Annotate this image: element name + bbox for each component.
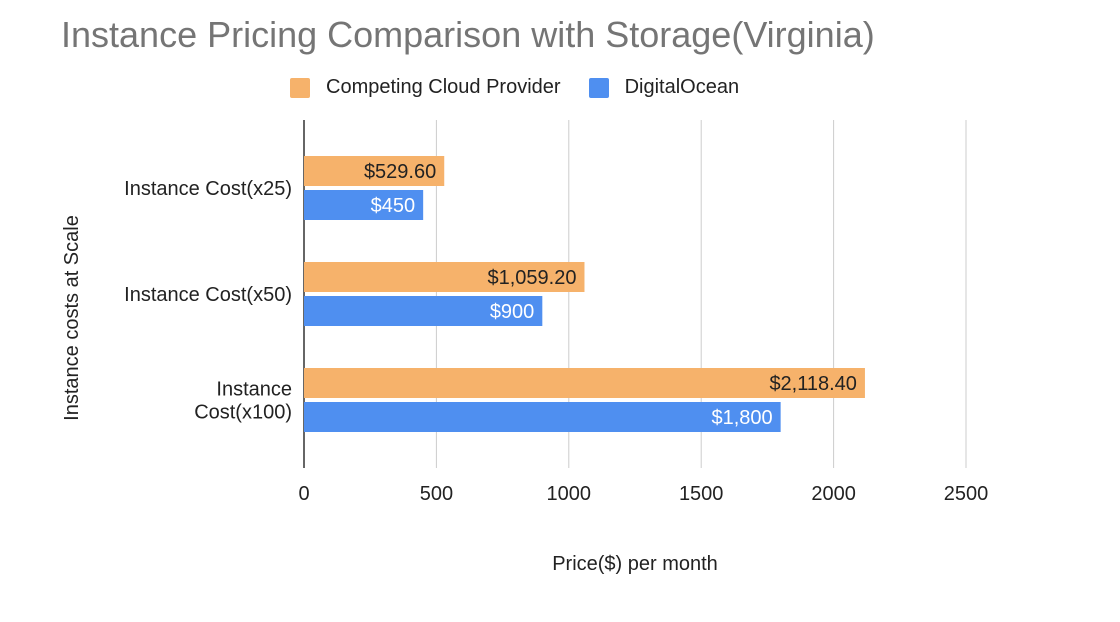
category-label-line: Instance Cost(x50)	[124, 284, 292, 306]
category-label-line: Instance Cost(x25)	[124, 178, 292, 200]
legend-swatch-digitalocean	[588, 77, 609, 98]
x-tick-label-2500: 2500	[944, 483, 989, 505]
legend-item-competing: Competing Cloud Provider	[290, 76, 561, 99]
category-label-2: Instance Cost(x100)	[194, 379, 292, 424]
category-label-line: Cost(x100)	[194, 402, 292, 424]
bar-digitalocean-1	[304, 296, 543, 326]
bar-competing-0	[304, 156, 445, 186]
category-label-0: Instance Cost(x25)	[124, 178, 292, 200]
legend-item-digitalocean: DigitalOcean	[588, 76, 740, 99]
x-tick-label-2000: 2000	[811, 483, 856, 505]
x-tick-label-1500: 1500	[679, 483, 724, 505]
data-label-digitalocean-0: $450	[371, 195, 416, 217]
x-tick-label-1000: 1000	[547, 483, 592, 505]
bar-competing-1	[304, 262, 585, 292]
legend-label-digitalocean: DigitalOcean	[624, 76, 740, 98]
data-label-digitalocean-1: $900	[490, 301, 535, 323]
bar-competing-2	[304, 368, 865, 398]
data-label-competing-1: $1,059.20	[487, 267, 576, 289]
x-tick-label-0: 0	[298, 483, 309, 505]
data-label-digitalocean-2: $1,800	[711, 407, 772, 429]
y-axis-title: Instance costs at Scale	[61, 215, 83, 421]
chart-title: Instance Pricing Comparison with Storage…	[61, 14, 875, 55]
data-label-competing-2: $2,118.40	[769, 373, 857, 395]
data-label-competing-0: $529.60	[364, 161, 436, 183]
legend-swatch-competing	[290, 77, 310, 98]
category-label-1: Instance Cost(x50)	[124, 284, 292, 306]
legend: Competing Cloud Provider DigitalOcean	[290, 76, 767, 99]
x-tick-label-500: 500	[420, 483, 453, 505]
bar-digitalocean-0	[304, 190, 424, 220]
category-label-line: Instance	[216, 379, 292, 401]
x-axis-title: Price($) per month	[552, 553, 718, 575]
legend-label-competing: Competing Cloud Provider	[326, 76, 561, 98]
bar-digitalocean-2	[304, 402, 781, 432]
